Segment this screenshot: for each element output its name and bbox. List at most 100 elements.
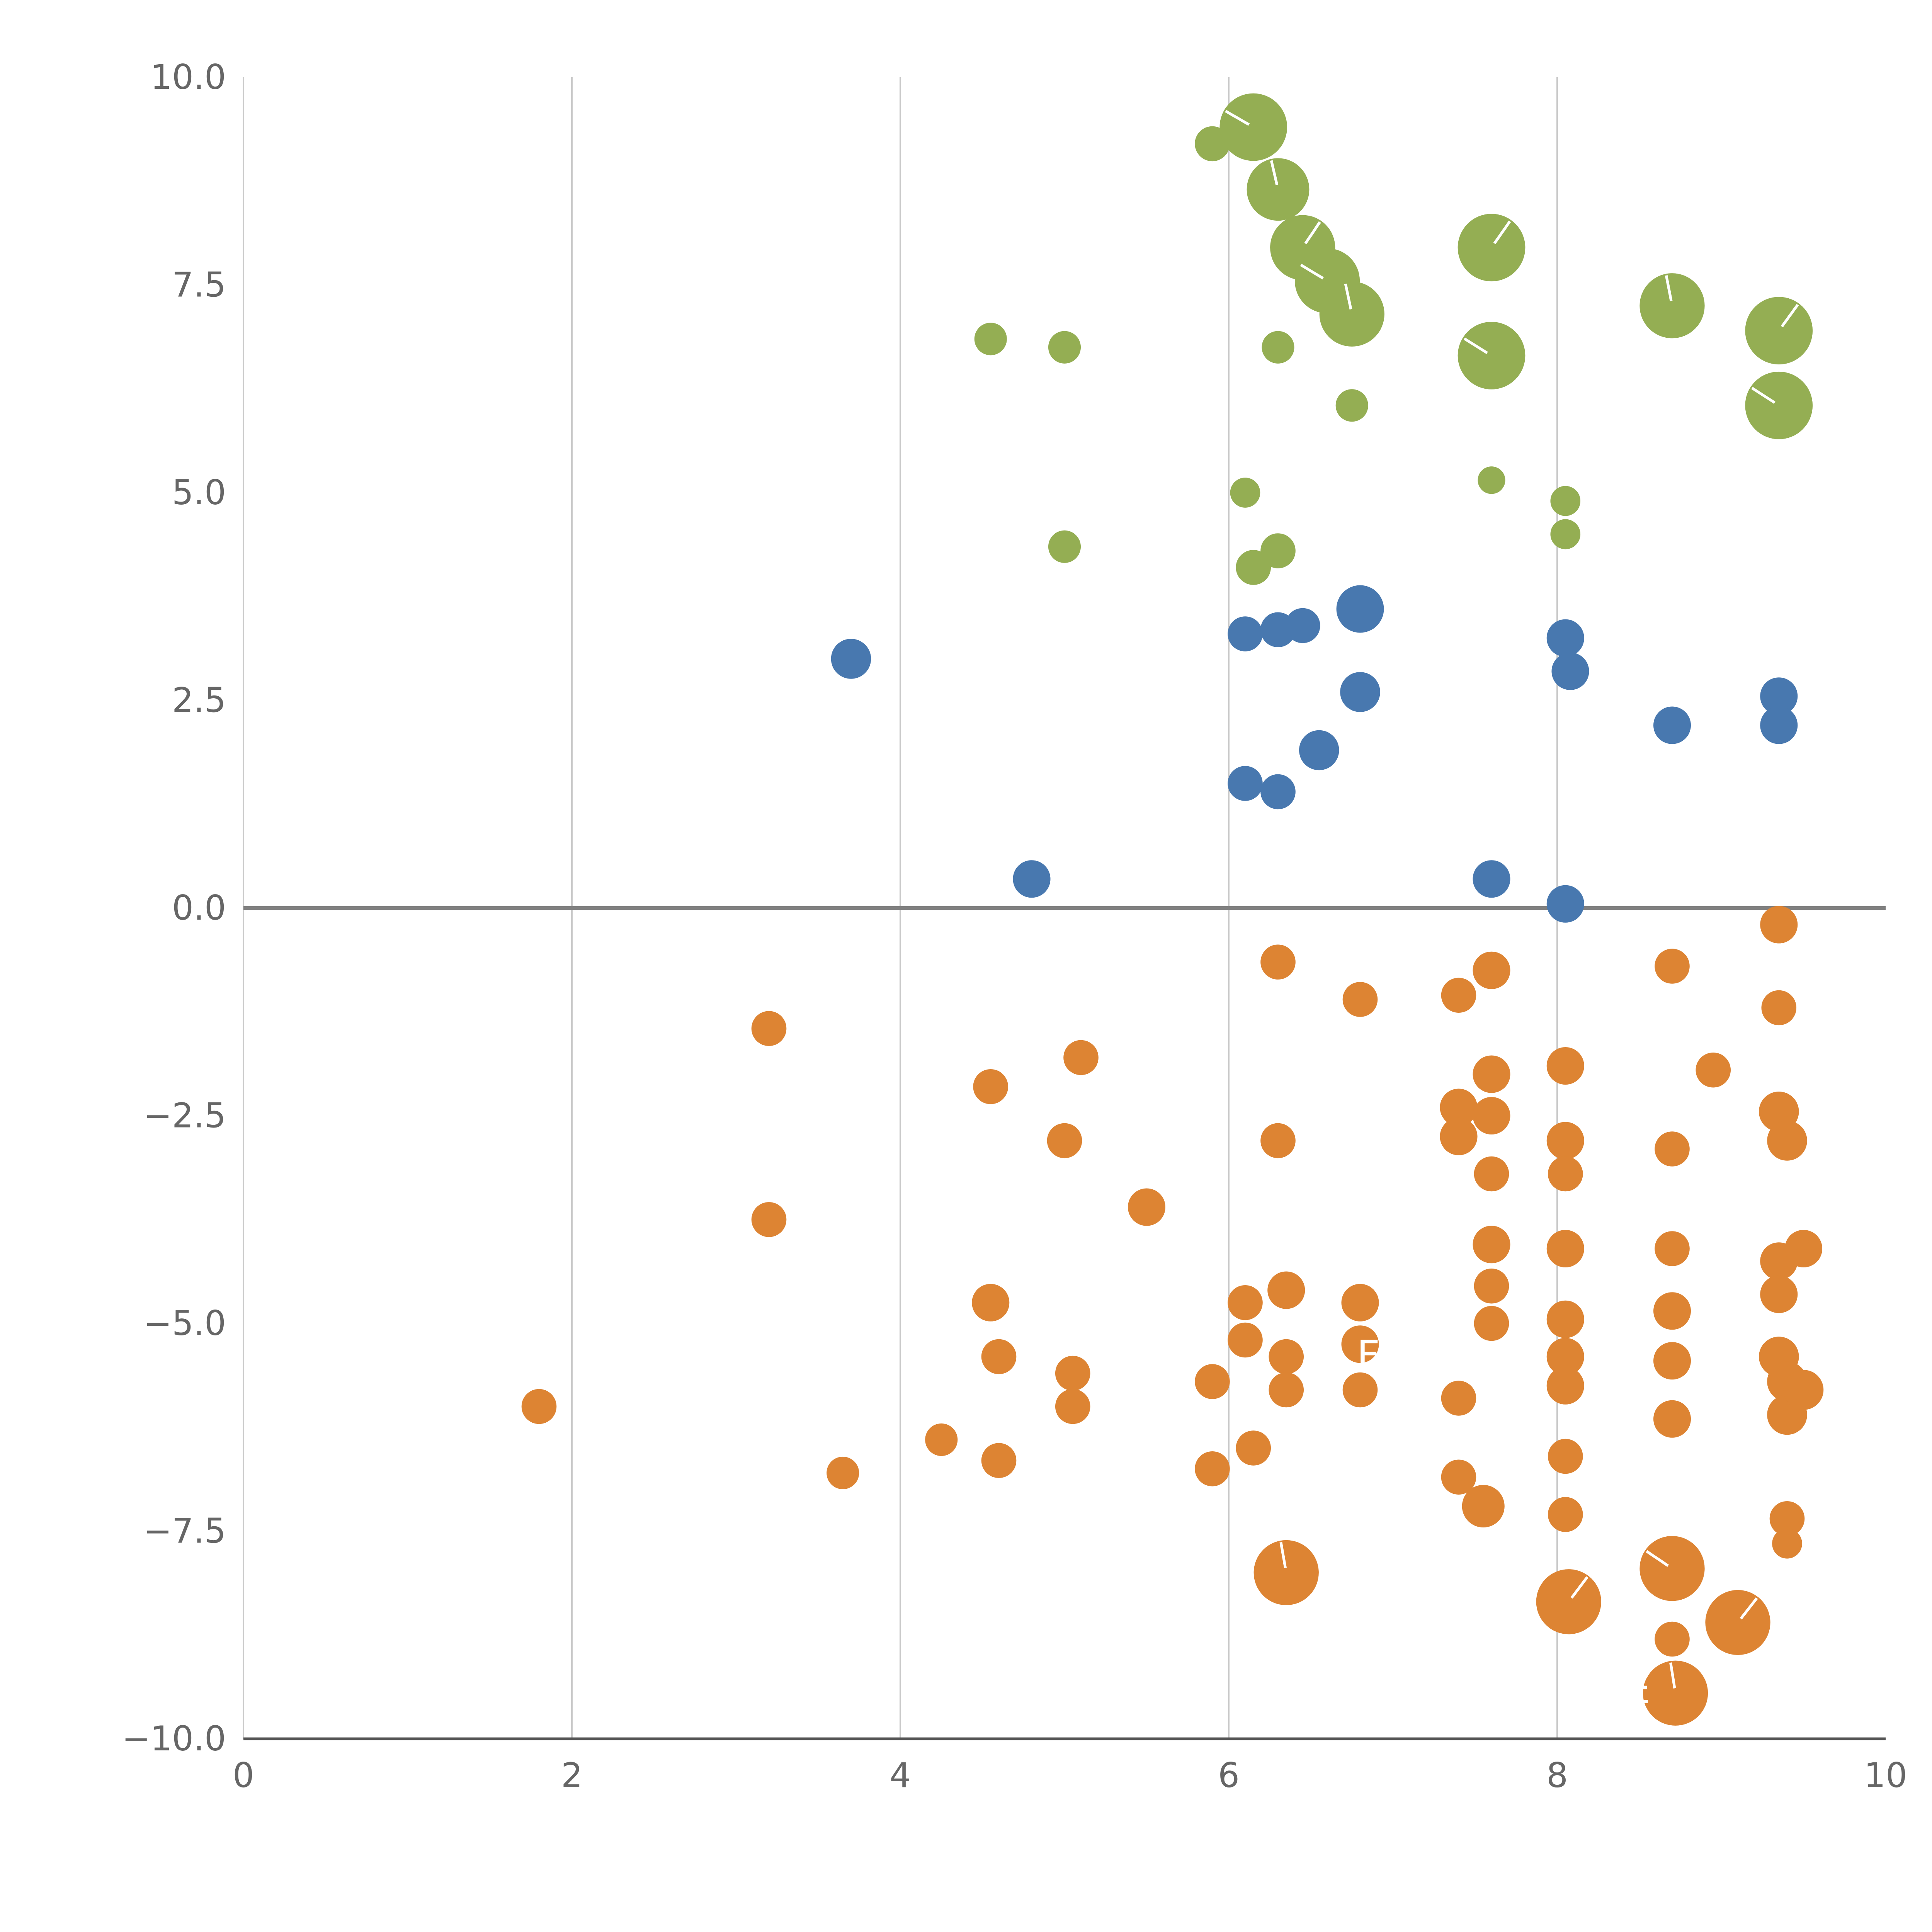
data-point-orange-cluster	[1440, 1088, 1478, 1126]
bubble-highlight-mark	[1570, 1576, 1588, 1599]
y-tick-label: 2.5	[172, 680, 226, 720]
data-point-blue-cluster	[1760, 677, 1798, 715]
data-point-blue-cluster	[1546, 885, 1584, 923]
x-tick-label: 0	[233, 1755, 254, 1795]
data-point-orange-cluster	[1761, 990, 1797, 1026]
data-point-orange-cluster	[925, 1423, 958, 1456]
data-point-orange-cluster	[1055, 1355, 1090, 1391]
x-tick-label: 4	[889, 1755, 911, 1795]
bubble-highlight-mark	[1304, 221, 1321, 245]
data-point-orange-cluster	[1441, 1459, 1476, 1495]
data-point-orange-cluster	[1548, 1439, 1583, 1474]
y-tick-label: 0.0	[172, 888, 226, 928]
data-point-green-cluster	[1639, 273, 1705, 338]
data-point-orange-cluster	[1769, 1501, 1805, 1536]
data-point-orange-cluster	[1536, 1569, 1601, 1634]
data-point-orange-cluster	[1473, 1097, 1510, 1135]
data-point-orange-cluster	[1269, 1339, 1304, 1374]
bubble-highlight-mark	[1493, 220, 1511, 245]
y-tick-label: 10.0	[150, 57, 226, 97]
data-point-orange-cluster	[1760, 1276, 1798, 1313]
data-point-orange-cluster	[1548, 1156, 1583, 1192]
data-point-orange-cluster	[1655, 1621, 1690, 1657]
data-point-green-cluster	[1219, 93, 1287, 161]
data-point-orange-cluster	[1341, 1325, 1379, 1363]
data-point-blue-cluster	[1228, 616, 1263, 651]
data-point-orange-cluster	[1195, 1451, 1230, 1486]
data-point-orange-cluster	[1760, 906, 1798, 944]
data-point-orange-cluster	[1767, 1121, 1807, 1161]
data-point-orange-cluster	[1548, 1497, 1583, 1532]
bubble-highlight-mark	[1344, 283, 1352, 310]
data-point-orange-cluster	[1473, 1055, 1510, 1093]
data-point-orange-cluster	[1462, 1485, 1505, 1528]
data-point-orange-cluster	[1260, 1123, 1296, 1158]
data-point-green-cluster	[1247, 158, 1310, 221]
data-point-blue-cluster	[1336, 585, 1384, 633]
data-point-orange-cluster	[1195, 1364, 1230, 1399]
data-point-blue-cluster	[1340, 672, 1380, 712]
data-point-orange-cluster	[1236, 1430, 1271, 1466]
data-point-blue-cluster	[1013, 860, 1051, 898]
data-point-orange-cluster	[1653, 1342, 1691, 1380]
data-point-orange-cluster	[1267, 1271, 1305, 1309]
data-point-orange-cluster	[1546, 1122, 1584, 1160]
data-point-blue-cluster	[831, 639, 871, 679]
data-point-orange-cluster	[1342, 1372, 1378, 1408]
data-point-green-cluster	[1335, 389, 1368, 422]
data-point-blue-cluster	[1551, 652, 1589, 690]
data-point-orange-cluster	[751, 1202, 787, 1237]
data-point-orange-cluster	[1772, 1528, 1802, 1559]
data-point-blue-cluster	[1546, 619, 1584, 657]
data-point-blue-cluster	[1760, 706, 1798, 744]
y-tick-label: −5.0	[143, 1303, 226, 1343]
y-tick-label: 5.0	[172, 473, 226, 512]
data-point-blue-cluster	[1299, 730, 1339, 770]
data-point-orange-cluster	[1546, 1300, 1584, 1338]
data-point-orange-cluster	[1128, 1188, 1166, 1226]
data-point-orange-cluster	[1546, 1338, 1584, 1376]
data-point-orange-cluster	[1441, 1381, 1476, 1416]
bubble-highlight-mark	[1646, 1550, 1669, 1567]
data-point-orange-cluster	[1473, 1226, 1510, 1264]
data-point-orange-cluster	[973, 1069, 1009, 1104]
data-point-orange-cluster	[1474, 1306, 1509, 1341]
data-point-orange-cluster	[1653, 1292, 1691, 1330]
x-tick-label: 8	[1546, 1755, 1568, 1795]
data-point-orange-cluster	[1441, 978, 1476, 1013]
data-point-blue-cluster	[1228, 766, 1263, 801]
data-point-orange-cluster	[1639, 1536, 1705, 1601]
data-point-blue-cluster	[1473, 860, 1510, 898]
data-point-orange-cluster	[1784, 1230, 1823, 1268]
data-point-green-cluster	[1458, 214, 1526, 282]
data-point-orange-cluster	[1228, 1285, 1263, 1320]
x-tick-label: 10	[1864, 1755, 1907, 1795]
data-point-green-cluster	[1048, 331, 1081, 364]
data-point-orange-cluster	[1546, 1367, 1584, 1405]
bubble-text-label: F	[1357, 1332, 1380, 1379]
data-point-green-cluster	[1048, 530, 1081, 563]
data-point-blue-cluster	[1653, 706, 1691, 744]
data-point-blue-cluster	[1285, 608, 1320, 643]
data-point-orange-cluster	[1342, 982, 1378, 1017]
data-point-orange-cluster	[1055, 1389, 1090, 1424]
y-tick-label: −10.0	[122, 1719, 226, 1759]
data-point-orange-cluster	[981, 1339, 1017, 1374]
data-point-green-cluster	[1262, 331, 1294, 364]
data-point-orange-cluster	[1260, 944, 1296, 980]
data-point-orange-cluster	[1474, 1268, 1509, 1304]
data-point-orange-cluster	[1228, 1322, 1263, 1358]
data-point-green-cluster	[1260, 533, 1296, 568]
data-point-orange-cluster	[1063, 1040, 1099, 1075]
bubble-text-label: QN	[1730, 1458, 1792, 1505]
bubble-highlight-mark	[1270, 160, 1279, 185]
data-point-green-cluster	[974, 323, 1007, 355]
data-point-orange-cluster	[981, 1443, 1017, 1478]
bubble-text-label: E	[1625, 1666, 1650, 1713]
data-point-green-cluster	[1230, 478, 1260, 508]
data-point-green-cluster	[1550, 486, 1581, 516]
data-point-orange-cluster	[827, 1456, 859, 1490]
bubble-highlight-mark	[1751, 387, 1776, 404]
